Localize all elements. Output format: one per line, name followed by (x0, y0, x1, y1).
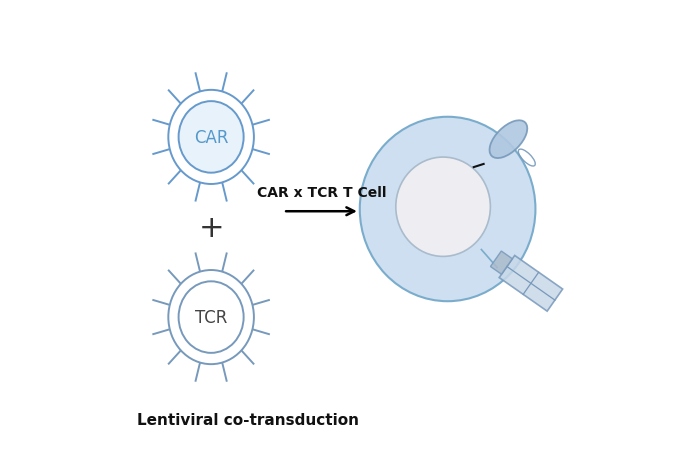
Ellipse shape (178, 102, 244, 173)
Ellipse shape (396, 158, 491, 257)
Text: CAR: CAR (194, 129, 229, 147)
Text: +: + (199, 213, 224, 242)
Text: CAR x TCR T Cell: CAR x TCR T Cell (256, 185, 386, 199)
Polygon shape (491, 252, 512, 275)
Polygon shape (499, 256, 562, 312)
Ellipse shape (178, 282, 244, 353)
Text: Lentiviral co-transduction: Lentiviral co-transduction (137, 413, 359, 428)
Ellipse shape (489, 121, 528, 159)
Text: TCR: TCR (195, 308, 227, 326)
Ellipse shape (360, 117, 535, 302)
